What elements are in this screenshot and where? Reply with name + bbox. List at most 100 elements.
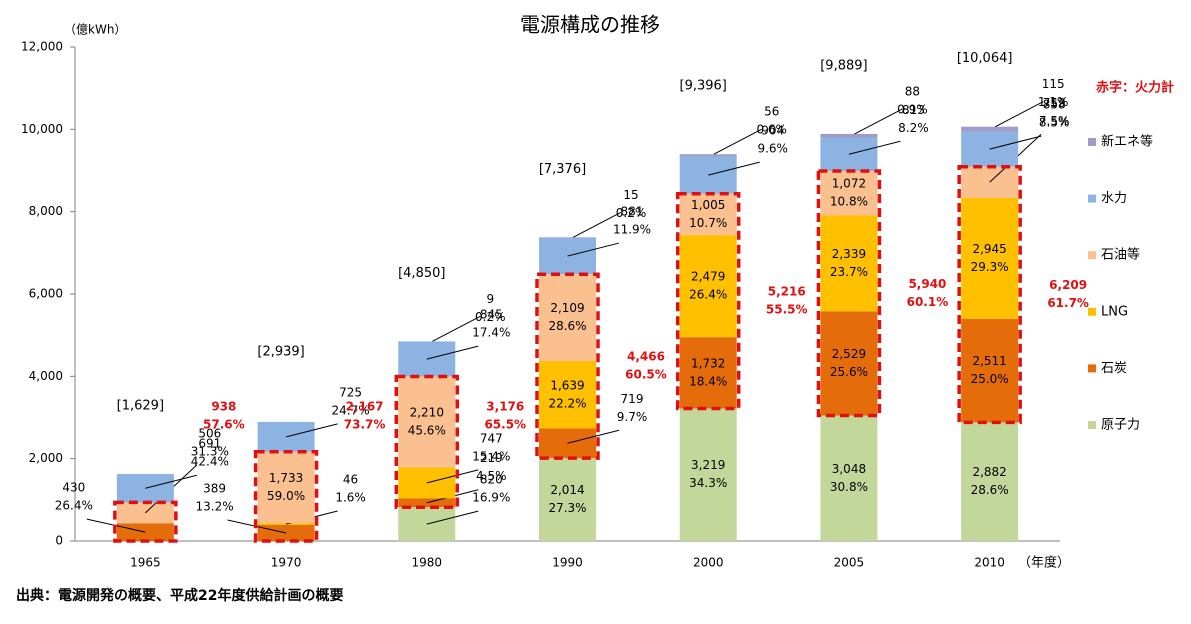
y-tick-label: 8,000 (29, 204, 63, 218)
share-label: 0.2% (475, 310, 506, 324)
total-label: [10,064] (957, 51, 1013, 66)
share-label: 26.4% (55, 499, 93, 513)
x-tick-label: 1970 (271, 556, 302, 570)
total-label: [1,629] (117, 398, 164, 413)
share-label: 4.5% (476, 469, 507, 483)
y-tick-label: 6,000 (29, 287, 63, 301)
bar-segment (679, 337, 737, 409)
x-unit: （年度） (1018, 555, 1070, 571)
bar-segment (679, 154, 737, 157)
value-label: 1,005 (691, 198, 725, 212)
x-tick-label: 1990 (552, 556, 583, 570)
x-tick-label: 2005 (834, 556, 865, 570)
legend-title: 赤字：火力計 (1096, 80, 1174, 96)
y-tick-label: 4,000 (29, 369, 63, 383)
fire-box (816, 169, 882, 418)
share-label: 9.7% (617, 410, 648, 424)
fire-box (113, 500, 178, 543)
fire-value-label: 2,167 (346, 400, 384, 414)
leader-line (854, 108, 903, 135)
value-label: 9 (486, 292, 494, 306)
fire-share-label: 55.5% (766, 303, 808, 317)
value-label: 725 (339, 385, 362, 399)
share-label: 29.3% (971, 260, 1009, 274)
value-label: 753 (1043, 96, 1066, 110)
share-label: 0.6% (756, 123, 787, 137)
y-tick-label: 2,000 (29, 451, 63, 465)
fire-box (535, 272, 600, 460)
value-label: 115 (1042, 77, 1065, 91)
share-label: 16.9% (472, 491, 510, 505)
fire-share-label: 60.5% (625, 368, 667, 382)
legend-swatch (1088, 364, 1096, 373)
value-label: 46 (343, 473, 358, 487)
total-label: [4,850] (398, 266, 445, 281)
share-label: 24.7% (332, 403, 370, 417)
fire-value-label: 5,940 (908, 277, 946, 291)
x-tick-label: 1980 (412, 556, 443, 570)
share-label: 27.3% (548, 501, 586, 515)
leader-line (567, 429, 620, 444)
share-label: 25.6% (830, 365, 868, 379)
legend-swatch (1088, 251, 1096, 260)
legend-label: 石炭 (1101, 361, 1127, 376)
share-label: 22.2% (548, 396, 586, 410)
bar-segment (679, 235, 737, 338)
bar-segment (820, 170, 878, 216)
share-label: 28.6% (971, 483, 1009, 497)
legend-label: 水力 (1101, 191, 1127, 206)
fire-value-label: 4,466 (627, 350, 665, 364)
y-tick-label: 10,000 (21, 122, 63, 136)
fire-share-label: 65.5% (484, 418, 526, 432)
fire-share-label: 61.7% (1047, 296, 1089, 310)
leader-line (713, 128, 762, 155)
value-label: 719 (621, 392, 644, 406)
x-tick-label: 2010 (974, 556, 1005, 570)
legend-swatch (1088, 421, 1096, 429)
leader-line (426, 510, 479, 525)
value-label: 389 (203, 481, 226, 495)
x-tick-label: 2000 (693, 556, 724, 570)
value-label: 881 (621, 205, 644, 219)
fire-box (957, 165, 1022, 425)
value-label: 506 (198, 426, 221, 440)
value-label: 219 (480, 451, 503, 465)
leader-line (426, 345, 479, 360)
fire-value-label: 5,216 (768, 285, 806, 299)
fire-share-label: 60.1% (907, 295, 949, 309)
share-label: 8.2% (898, 121, 929, 135)
fire-box (675, 192, 741, 411)
value-label: 820 (480, 473, 503, 487)
value-label: 904 (761, 124, 784, 138)
bar-segment (961, 197, 1019, 319)
share-label: 26.4% (689, 288, 727, 302)
share-label: 1.6% (335, 491, 366, 505)
bar-segment (961, 422, 1019, 541)
bar-segment (820, 133, 878, 138)
value-label: 2,339 (832, 247, 866, 261)
share-label: 15.4% (472, 449, 510, 463)
value-label: 2,945 (972, 242, 1006, 256)
bar-segment (539, 458, 596, 541)
share-label: 7.5% (1039, 114, 1070, 128)
value-label: 430 (62, 481, 85, 495)
value-label: 845 (480, 308, 503, 322)
value-label: 3,219 (691, 458, 725, 472)
value-label: 691 (198, 437, 221, 451)
leader-line (572, 211, 622, 238)
value-label: 1,639 (550, 378, 584, 392)
share-label: 30.8% (830, 480, 868, 494)
bar-segment (679, 193, 737, 236)
x-tick-label: 1965 (130, 556, 161, 570)
total-label: [9,889] (820, 58, 867, 73)
fire-share-label: 57.6% (203, 418, 245, 432)
share-label: 0.2% (616, 206, 647, 220)
value-label: 2,479 (691, 270, 725, 284)
fire-box (394, 374, 460, 509)
bar-segment (398, 507, 456, 541)
share-label: 13.2% (196, 499, 234, 513)
total-label: [7,376] (539, 162, 586, 177)
value-label: 1,733 (269, 471, 303, 485)
value-label: 1,072 (832, 177, 866, 191)
